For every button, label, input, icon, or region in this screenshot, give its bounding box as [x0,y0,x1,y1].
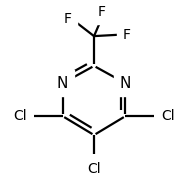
Text: Cl: Cl [161,109,175,123]
Text: Cl: Cl [87,162,101,176]
Text: F: F [64,12,72,26]
Text: F: F [97,5,106,19]
Text: F: F [122,28,130,41]
Text: N: N [120,76,131,91]
Text: Cl: Cl [13,109,27,123]
Text: N: N [57,76,68,91]
